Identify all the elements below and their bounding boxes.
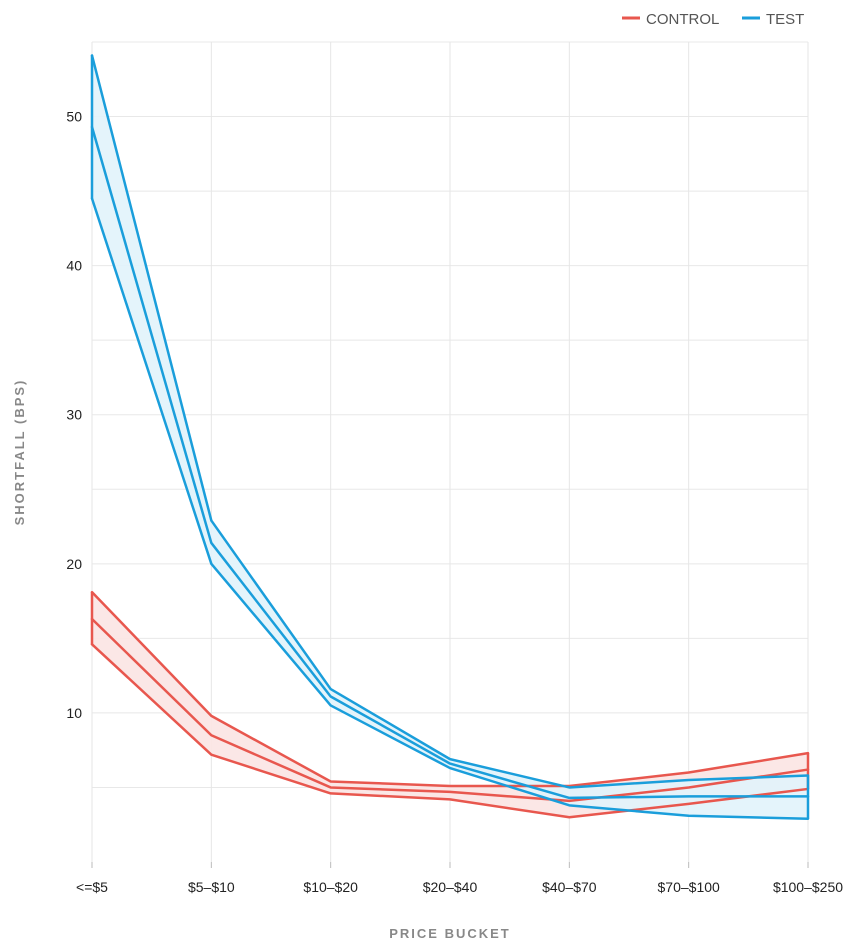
legend: CONTROL TEST [622,11,804,28]
y-tick-label: 10 [66,705,82,721]
legend-label-test: TEST [766,11,804,28]
series-line-control-upper [90,590,810,788]
y-axis-title: SHORTFALL (BPS) [12,379,27,526]
y-tick-label: 50 [66,109,82,125]
y-tick-label: 30 [66,407,82,423]
series-line-test-lower [90,197,810,821]
x-tick-label: $40–$70 [542,879,597,895]
x-tick-label: $10–$20 [303,879,358,895]
legend-label-control: CONTROL [646,11,719,28]
confidence-band-test [92,55,808,819]
series-lines [90,54,810,821]
axes: <=$5 $5–$10 $10–$20 $20–$40 $40–$70 $70–$100 $… [12,109,843,941]
x-tick-label: <=$5 [76,879,108,895]
x-tick-label: $70–$100 [658,879,721,895]
y-tick-label: 20 [66,556,82,572]
x-tick-label: $20–$40 [423,879,478,895]
y-tick-label: 40 [66,258,82,274]
x-axis-title: PRICE BUCKET [389,926,511,941]
x-tick-label: $5–$10 [188,879,235,895]
series-line-test-upper [90,54,810,789]
x-tick-label: $100–$250 [773,879,843,895]
series-line-control-lower [90,643,810,819]
series-line-control-mean [90,617,810,803]
series-line-test-mean [90,125,810,800]
